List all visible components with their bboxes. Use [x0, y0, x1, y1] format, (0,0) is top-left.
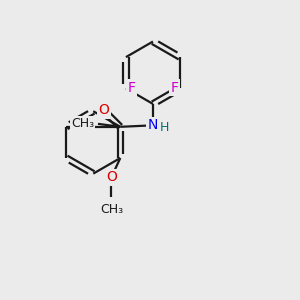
Text: F: F: [171, 81, 178, 95]
Text: H: H: [160, 121, 169, 134]
Text: N: N: [148, 118, 158, 132]
Text: F: F: [127, 81, 135, 95]
Text: CH₃: CH₃: [71, 117, 94, 130]
Text: CH₃: CH₃: [100, 202, 123, 216]
Text: O: O: [98, 103, 110, 118]
Text: O: O: [106, 170, 117, 184]
